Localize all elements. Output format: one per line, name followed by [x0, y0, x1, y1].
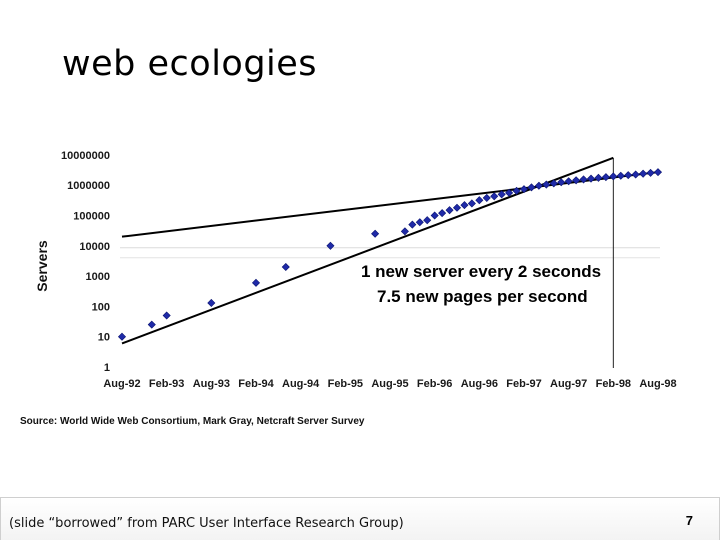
data-point	[653, 168, 663, 177]
y-tick-label: 1000000	[67, 180, 110, 192]
data-point	[117, 332, 127, 341]
data-point	[646, 168, 655, 177]
data-point	[564, 177, 573, 186]
x-tick-label: Feb-97	[506, 378, 541, 390]
data-point	[452, 203, 462, 212]
data-point	[162, 311, 171, 320]
data-point	[326, 241, 335, 250]
data-point	[527, 183, 536, 192]
y-tick-label: 1000	[86, 271, 110, 283]
x-tick-label: Aug-94	[282, 378, 320, 390]
data-point	[572, 176, 581, 185]
data-point	[579, 175, 588, 184]
x-tick-label: Feb-93	[149, 378, 184, 390]
data-point	[557, 178, 566, 187]
footer-credit: (slide “borrowed” from PARC User Interfa…	[9, 516, 404, 531]
data-point	[445, 206, 454, 215]
y-tick-label: 10000	[79, 241, 110, 253]
data-point	[505, 188, 514, 197]
data-point	[475, 196, 484, 205]
y-tick-label: 1	[104, 362, 110, 374]
page-number: 7	[685, 513, 693, 528]
x-tick-label: Aug-92	[103, 378, 140, 390]
data-point	[415, 218, 424, 227]
x-axis-ticks: Aug-92 Feb-93 Aug-93 Feb-94 Aug-94 Feb-95 Aug-…	[103, 378, 676, 390]
data-point	[207, 298, 216, 307]
annotation-servers: 1 new server every 2 seconds	[361, 262, 601, 281]
data-point	[147, 320, 156, 329]
data-point	[586, 174, 596, 183]
data-point	[631, 170, 640, 179]
data-point	[616, 171, 625, 180]
y-tick-label: 100	[92, 301, 110, 313]
y-tick-label: 100000	[73, 211, 110, 223]
data-point	[601, 173, 610, 182]
x-tick-label: Aug-96	[461, 378, 498, 390]
data-point	[549, 179, 558, 188]
data-point	[490, 192, 499, 201]
data-point	[639, 169, 648, 178]
x-tick-label: Aug-97	[550, 378, 587, 390]
annotation-pages: 7.5 new pages per second	[377, 287, 588, 306]
slide-title: web ecologies	[62, 44, 318, 84]
data-point	[624, 171, 633, 180]
x-tick-label: Feb-94	[238, 378, 274, 390]
y-tick-label: 10000000	[61, 150, 110, 162]
data-point	[423, 216, 432, 225]
data-point	[460, 201, 469, 210]
data-point	[281, 262, 290, 272]
chart-grid	[120, 158, 660, 368]
data-point	[594, 173, 603, 182]
data-points	[117, 168, 663, 341]
data-point	[430, 211, 439, 220]
footer-bar: (slide “borrowed” from PARC User Interfa…	[0, 497, 720, 540]
data-point	[497, 190, 506, 199]
y-tick-label: 10	[98, 332, 110, 344]
data-point	[534, 181, 543, 190]
data-point	[371, 229, 380, 238]
data-point	[482, 193, 491, 202]
x-tick-label: Feb-96	[417, 378, 452, 390]
trend-lines	[121, 156, 659, 345]
data-point	[408, 220, 417, 229]
data-point	[400, 227, 409, 236]
data-point	[251, 278, 261, 287]
x-tick-label: Aug-98	[639, 378, 676, 390]
data-point	[542, 180, 551, 189]
x-tick-label: Aug-93	[193, 378, 230, 390]
data-point	[467, 199, 476, 208]
x-tick-label: Aug-95	[371, 378, 408, 390]
source-note: Source: World Wide Web Consortium, Mark …	[20, 416, 365, 427]
y-axis-label: Servers	[34, 240, 50, 292]
data-point	[519, 185, 529, 194]
data-point	[438, 209, 447, 218]
data-point	[512, 186, 521, 195]
y-axis-ticks: 1 10 100 1000 10000 100000 1000000 10000000	[61, 150, 110, 374]
x-tick-label: Feb-95	[328, 378, 363, 390]
data-point	[609, 172, 618, 181]
x-tick-label: Feb-98	[596, 378, 631, 390]
